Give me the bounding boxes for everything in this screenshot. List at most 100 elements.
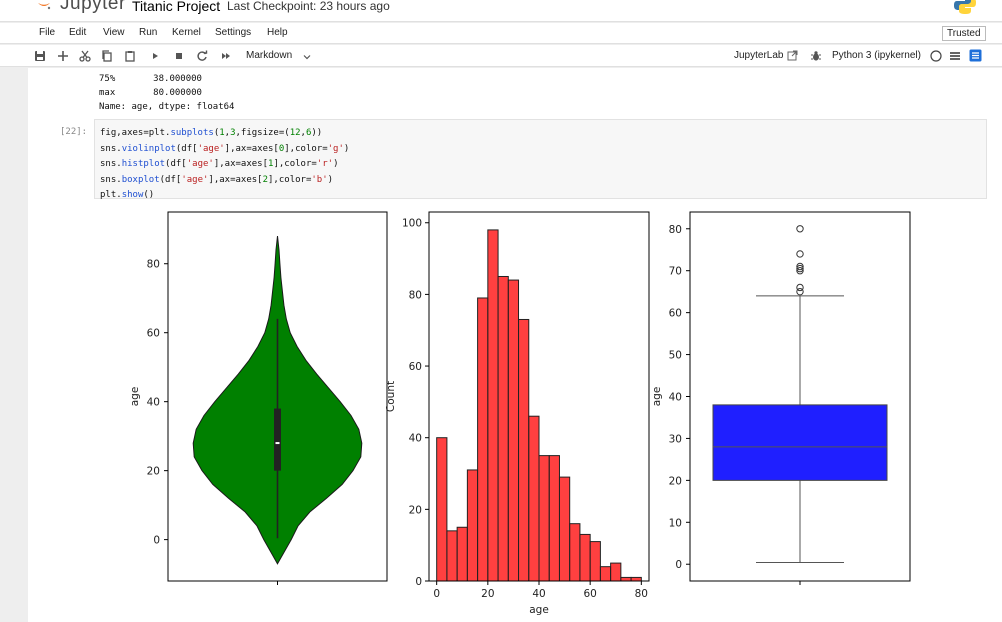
violin-iqr-box <box>274 408 281 471</box>
notebook-title[interactable]: Titanic Project <box>132 0 221 14</box>
histogram-bar <box>507 279 520 582</box>
output-line: Name: age, dtype: float64 <box>99 102 235 112</box>
histogram-bar <box>558 476 571 582</box>
fast-forward-icon[interactable] <box>219 49 233 63</box>
y-tick-label: 20 <box>147 466 160 478</box>
histogram-bar <box>569 523 581 582</box>
menu-settings[interactable]: Settings <box>215 27 252 38</box>
box-outlier <box>796 262 804 271</box>
histogram-bar <box>620 576 632 582</box>
stop-icon[interactable] <box>172 49 186 63</box>
y-tick-label: 60 <box>409 361 422 373</box>
jupyter-logo-icon[interactable] <box>36 0 52 12</box>
code-line[interactable]: plt.show() <box>100 190 155 200</box>
violin-median <box>275 442 280 445</box>
y-tick-label: 0 <box>415 576 422 588</box>
histogram-bar <box>477 297 489 582</box>
save-icon[interactable] <box>33 49 47 63</box>
menu-lines-icon[interactable] <box>949 50 961 62</box>
y-tick-label: 60 <box>147 328 160 340</box>
y-tick-label: 80 <box>409 289 422 301</box>
y-tick-label: 20 <box>669 475 682 487</box>
histogram-bar <box>436 437 448 582</box>
cut-icon[interactable] <box>78 49 92 63</box>
code-line[interactable]: sns.histplot(df['age'],ax=axes[1],color=… <box>100 159 339 169</box>
debugger-bug-icon[interactable] <box>810 50 822 62</box>
histogram-bar <box>487 229 499 582</box>
external-link-icon[interactable] <box>787 50 798 61</box>
histogram-bar <box>518 318 530 582</box>
y-tick-label: 70 <box>669 266 682 278</box>
box-outlier <box>796 267 804 275</box>
histogram-bar <box>610 562 622 582</box>
kernel-name[interactable]: Python 3 (ipykernel) <box>832 50 921 61</box>
header-bar: Jupyter Titanic Project Last Checkpoint:… <box>0 0 1002 22</box>
chevron-down-icon[interactable] <box>302 52 312 62</box>
menu-view[interactable]: View <box>103 27 125 38</box>
menu-file[interactable]: File <box>39 27 56 38</box>
box-outlier <box>796 283 804 292</box>
cell-prompt: [22]: <box>60 127 88 137</box>
histogram-bar <box>446 530 458 582</box>
histogram-bar <box>497 275 509 582</box>
box-iqr <box>712 404 888 481</box>
output-line: 75% 38.000000 <box>99 74 202 84</box>
y-tick-label: 60 <box>669 308 682 320</box>
y-tick-label: 50 <box>669 350 682 362</box>
histogram-panel: 0 20 40 60 80 100 0 20 40 60 80 age Count <box>385 211 650 616</box>
code-lines[interactable]: fig,axes=plt.subplots(1,3,figsize=(12,6)… <box>100 126 349 204</box>
box-outlier <box>796 225 804 233</box>
code-line[interactable]: sns.boxplot(df['age'],ax=axes[2],color='… <box>100 174 334 185</box>
jupyter-logo-text[interactable]: Jupyter <box>60 0 126 14</box>
property-inspector-icon[interactable] <box>969 49 982 62</box>
box-outlier <box>796 250 804 258</box>
notebook-toolbar: Markdown JupyterLab Python 3 (ipykernel) <box>0 45 1002 67</box>
y-axis-label: age <box>129 387 141 407</box>
x-tick-label: 20 <box>481 588 494 600</box>
histogram-bar <box>538 455 550 582</box>
y-axis-label: Count <box>385 381 397 412</box>
y-axis-label: age <box>651 387 663 407</box>
histogram-bar <box>599 566 612 582</box>
python-logo-icon <box>954 0 976 14</box>
x-axis-label: age <box>529 604 549 616</box>
y-tick-label: 80 <box>147 259 160 271</box>
checkpoint-status: Last Checkpoint: 23 hours ago <box>227 0 390 13</box>
cell-type-select[interactable]: Markdown <box>246 50 293 61</box>
code-line[interactable]: fig,axes=plt.subplots(1,3,figsize=(12,6)… <box>100 128 323 138</box>
menu-help[interactable]: Help <box>267 27 288 38</box>
add-cell-icon[interactable] <box>56 49 70 63</box>
menu-bar: File Edit View Run Kernel Settings Help … <box>0 23 1002 44</box>
x-tick-label: 0 <box>433 588 440 600</box>
menu-run[interactable]: Run <box>139 27 158 38</box>
histogram-bar <box>528 415 540 582</box>
code-line[interactable]: sns.violinplot(df['age'],ax=axes[0],colo… <box>100 143 350 154</box>
menu-edit[interactable]: Edit <box>69 27 87 38</box>
restart-icon[interactable] <box>195 49 209 63</box>
box-outlier <box>796 264 804 273</box>
open-jupyterlab-link[interactable]: JupyterLab <box>734 50 784 61</box>
y-tick-label: 30 <box>669 433 682 445</box>
y-tick-label: 40 <box>669 392 682 404</box>
kernel-idle-status-icon <box>930 50 942 62</box>
x-tick-label: 60 <box>583 588 596 600</box>
histogram-bar <box>579 533 591 582</box>
violin-plot-panel: 0 20 40 60 80 age <box>129 211 388 585</box>
paste-icon[interactable] <box>123 49 137 63</box>
y-tick-label: 40 <box>147 397 160 409</box>
y-tick-label: 100 <box>402 218 422 230</box>
copy-icon[interactable] <box>100 49 114 63</box>
code-cell-editor[interactable]: fig,axes=plt.subplots(1,3,figsize=(12,6)… <box>94 119 987 200</box>
histogram-bar <box>548 455 560 582</box>
box-plot-panel: 0 10 20 30 40 50 60 70 80 age <box>651 211 911 585</box>
notebook-panel[interactable]: 75% 38.000000 max 80.000000 Name: age, dty… <box>28 68 1002 622</box>
trusted-indicator[interactable]: Trusted <box>942 26 986 41</box>
y-tick-label: 80 <box>669 224 682 236</box>
histogram-bar <box>630 576 642 582</box>
describe-output: 75% 38.000000 max 80.000000 Name: age, dty… <box>99 72 234 114</box>
run-icon[interactable] <box>148 49 162 63</box>
x-tick-label: 40 <box>532 588 545 600</box>
menu-kernel[interactable]: Kernel <box>172 27 201 38</box>
